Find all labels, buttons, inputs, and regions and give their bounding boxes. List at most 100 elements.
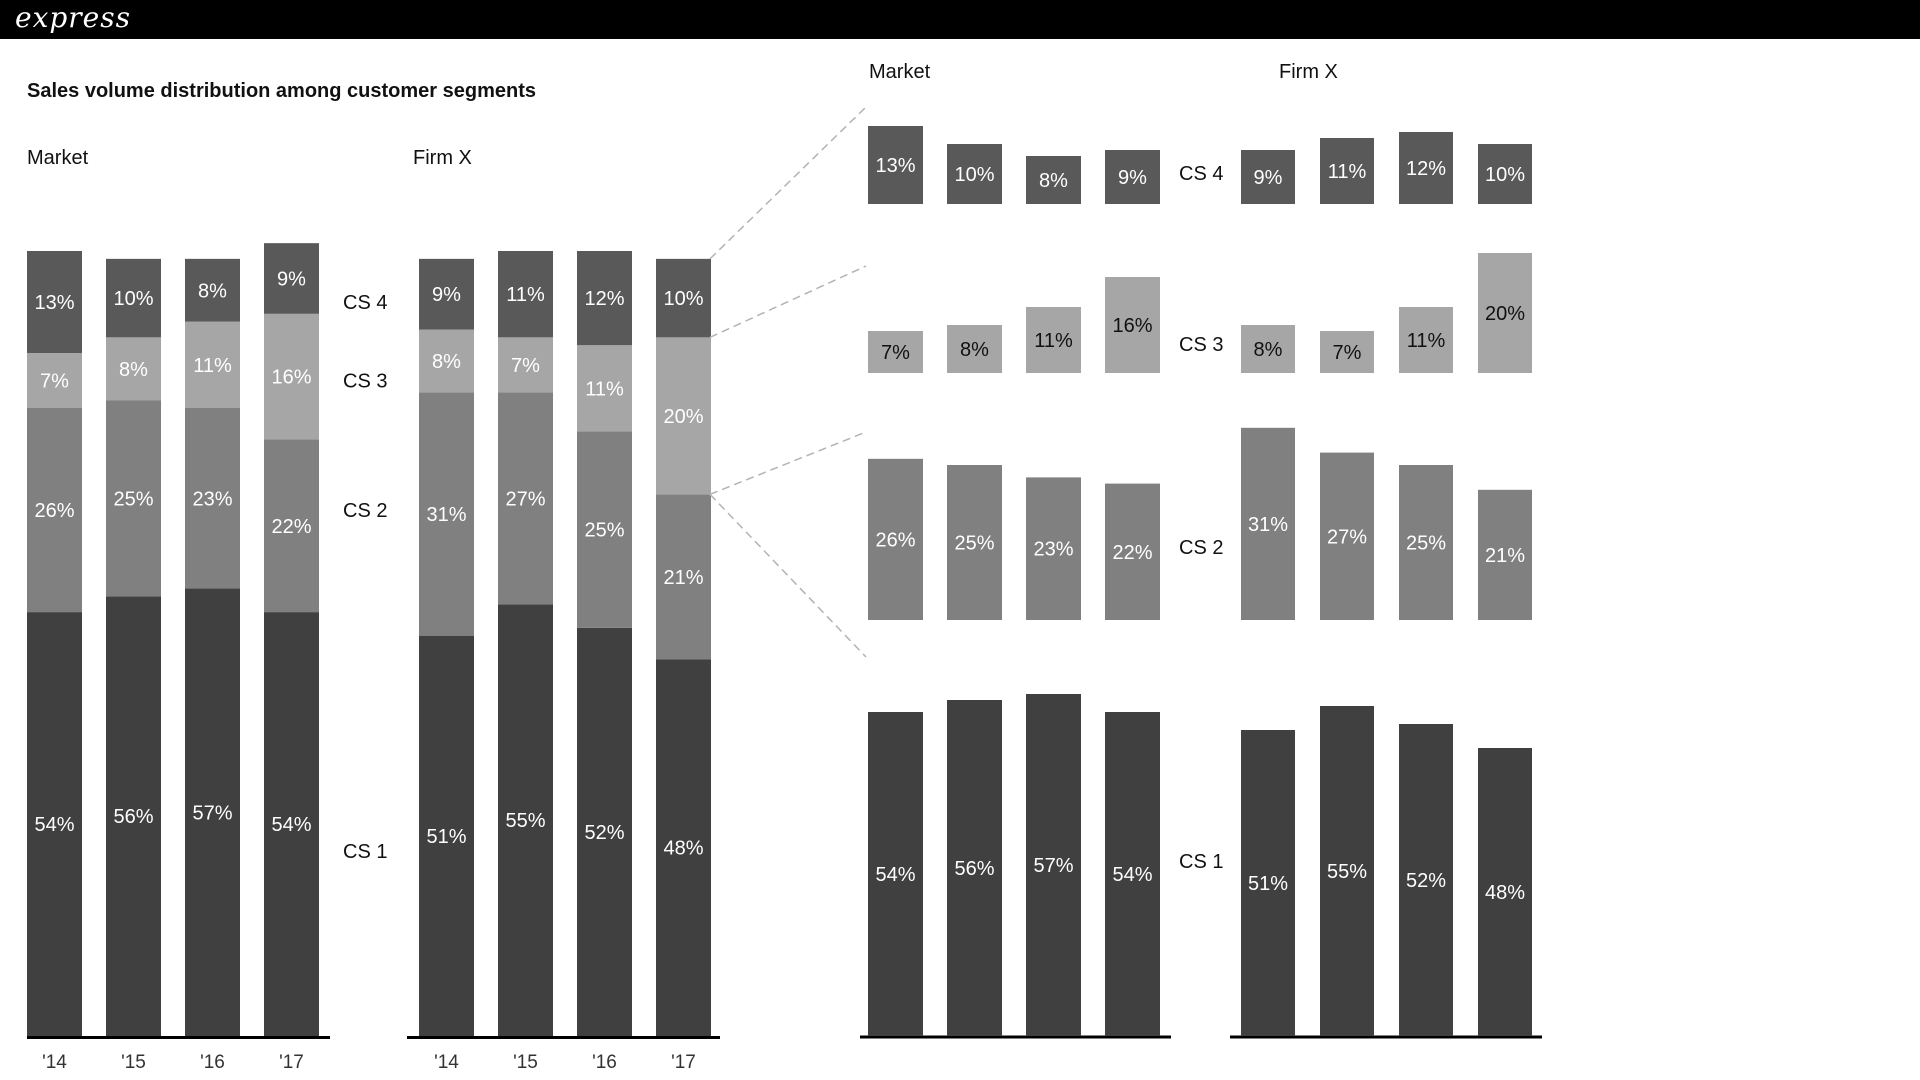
firm-x-stacked-bar-cs-1-2	[577, 627, 632, 1036]
market-stacked-bar-cs-2-1	[106, 400, 161, 597]
market-stacked-bar-cs-2-2	[185, 408, 240, 589]
firm-x-stacked-label-cs-4-1: 11%	[506, 284, 545, 306]
market-stacked-label-cs-1-1: 56%	[113, 806, 153, 828]
firm-x-multiple-bar-cs-4-1	[1320, 138, 1374, 204]
market-multiple-bar-cs-3-3	[1105, 277, 1160, 373]
firm-x-multiple-label-cs-1-2: 52%	[1406, 870, 1446, 892]
market-multiple-label-cs-2-3: 22%	[1112, 542, 1152, 564]
firm-x-multiple-bar-cs-3-2	[1399, 307, 1453, 373]
market-stacked-label-cs-4-3: 9%	[277, 268, 306, 290]
market-multiple-bar-cs-3-0	[868, 331, 923, 373]
market-stacked-bar-cs-4-1	[106, 258, 161, 338]
market-x-tick-0: '14	[42, 1052, 67, 1073]
firm-x-multiple-bar-cs-2-1	[1320, 452, 1374, 620]
firm-x-stacked-label-cs-2-2: 25%	[584, 520, 624, 542]
firm-x-stacked-bar-cs-2-3	[656, 494, 711, 660]
market-multiple-label-cs-1-0: 54%	[875, 864, 915, 886]
firm-x-stacked-bar-cs-3-2	[577, 345, 632, 432]
top-bar: express	[0, 0, 1920, 39]
market-multiple-label-cs-2-1: 25%	[954, 533, 994, 555]
market-stacked-bar-cs-1-2	[185, 588, 240, 1036]
market-stacked-label-cs-4-1: 10%	[113, 288, 153, 310]
firm-x-multiple-bar-cs-4-3	[1478, 144, 1532, 204]
firm-x-stacked-label-cs-4-2: 12%	[584, 288, 624, 310]
stacked-legend-cs-3: CS 3	[343, 371, 387, 393]
firm-x-stacked-label-cs-1-1: 55%	[505, 810, 545, 832]
market-stacked-label-cs-4-2: 8%	[198, 280, 227, 302]
market-stacked-label-cs-3-0: 7%	[40, 371, 69, 393]
market-stacked-label-cs-3-1: 8%	[119, 359, 148, 381]
firm-x-stacked-label-cs-1-0: 51%	[426, 826, 466, 848]
stacked-legend-cs-2: CS 2	[343, 500, 387, 522]
firm-x-multiple-label-cs-4-0: 9%	[1254, 167, 1283, 189]
market-stacked-bar-cs-3-0	[27, 353, 82, 408]
firm-x-x-tick-0: '14	[434, 1052, 459, 1073]
firm-x-stacked-bar-cs-4-2	[577, 251, 632, 346]
market-stacked-bar-cs-3-3	[264, 313, 319, 440]
firm-x-stacked-bar-cs-2-1	[498, 392, 553, 605]
market-multiple-label-cs-4-2: 8%	[1039, 170, 1068, 192]
firm-x-stacked-bar-cs-3-0	[419, 329, 474, 393]
firm-x-multiple-label-cs-1-3: 48%	[1485, 882, 1525, 904]
firm-x-stacked-label-cs-1-2: 52%	[584, 822, 624, 844]
market-x-tick-2: '16	[200, 1052, 225, 1073]
firm-x-stacked-bar-cs-1-1	[498, 604, 553, 1036]
market-multiple-bar-cs-2-1	[947, 465, 1002, 620]
market-x-tick-1: '15	[121, 1052, 146, 1073]
firm-x-multiple-bar-cs-1-3	[1478, 748, 1532, 1036]
firm-x-multiple-bar-cs-4-0	[1241, 150, 1295, 204]
market-stacked-bar-cs-4-0	[27, 251, 82, 354]
firm-x-stacked-label-cs-3-3: 20%	[663, 406, 703, 428]
market-multiple-bar-cs-1-1	[947, 700, 1002, 1036]
market-x-tick-3: '17	[279, 1052, 304, 1073]
market-multiple-label-cs-3-2: 11%	[1034, 330, 1073, 352]
firm-x-multiple-label-cs-3-2: 11%	[1407, 330, 1446, 352]
firm-x-multiple-label-cs-1-1: 55%	[1327, 861, 1367, 883]
market-multiple-label-cs-4-3: 9%	[1118, 167, 1147, 189]
stacked-legend-cs-1: CS 1	[343, 841, 387, 863]
market-stacked-bar-cs-4-2	[185, 258, 240, 322]
firm-x-multiple-bar-cs-2-0	[1241, 427, 1295, 620]
market-stacked-bar-cs-2-0	[27, 408, 82, 613]
market-multiple-label-cs-1-1: 56%	[954, 858, 994, 880]
firm-x-multiple-label-cs-4-1: 11%	[1328, 161, 1367, 183]
firm-x-x-tick-1: '15	[513, 1052, 538, 1073]
market-multiple-bar-cs-2-3	[1105, 483, 1160, 620]
market-multiple-label-cs-3-0: 7%	[881, 342, 910, 364]
market-stacked-bar-cs-2-3	[264, 439, 319, 613]
firm-x-multiple-bar-cs-1-0	[1241, 730, 1295, 1036]
firm-x-multiple-bar-cs-3-0	[1241, 325, 1295, 373]
firm-x-x-tick-3: '17	[671, 1052, 696, 1073]
firm-x-multiple-bar-cs-1-2	[1399, 724, 1453, 1036]
market-multiple-bar-cs-1-0	[868, 712, 923, 1036]
multiples-row-label-cs-2: CS 2	[1179, 537, 1223, 559]
firm-x-multiple-bar-cs-4-2	[1399, 132, 1453, 204]
firm-x-multiple-label-cs-4-3: 10%	[1485, 164, 1525, 186]
firm-x-multiple-label-cs-3-3: 20%	[1485, 303, 1525, 325]
connector-line-cs-1	[709, 493, 867, 658]
stacked-legend-cs-4: CS 4	[343, 292, 387, 314]
firm-x-multiple-label-cs-4-2: 12%	[1406, 158, 1446, 180]
firm-x-multiple-label-cs-2-2: 25%	[1406, 533, 1446, 555]
chart-title: Sales volume distribution among customer…	[27, 80, 536, 102]
market-stacked-bar-cs-1-3	[264, 612, 319, 1036]
firm-x-multiple-label-cs-3-0: 8%	[1254, 339, 1283, 361]
firm-x-stacked-label-cs-2-3: 21%	[663, 567, 703, 589]
market-multiple-label-cs-1-2: 57%	[1033, 855, 1073, 877]
right-panel-title-market: Market	[869, 61, 931, 83]
brand-logo: express	[15, 1, 131, 34]
market-multiple-label-cs-3-3: 16%	[1112, 315, 1152, 337]
firm-x-multiple-bar-cs-2-3	[1478, 489, 1532, 620]
market-multiple-bar-cs-1-2	[1026, 694, 1081, 1036]
market-multiple-label-cs-2-2: 23%	[1033, 539, 1073, 561]
firm-x-stacked-label-cs-3-1: 7%	[511, 355, 540, 377]
market-stacked-label-cs-2-3: 22%	[271, 516, 311, 538]
multiples-row-label-cs-4: CS 4	[1179, 163, 1223, 185]
firm-x-stacked-bar-cs-1-3	[656, 659, 711, 1036]
firm-x-stacked-bar-cs-1-0	[419, 635, 474, 1036]
market-stacked-bar-cs-3-1	[106, 337, 161, 401]
market-stacked-label-cs-2-0: 26%	[34, 500, 74, 522]
connector-line-cs-4	[709, 106, 867, 260]
firm-x-multiple-label-cs-2-1: 27%	[1327, 526, 1367, 548]
market-stacked-bar-cs-4-3	[264, 243, 319, 314]
